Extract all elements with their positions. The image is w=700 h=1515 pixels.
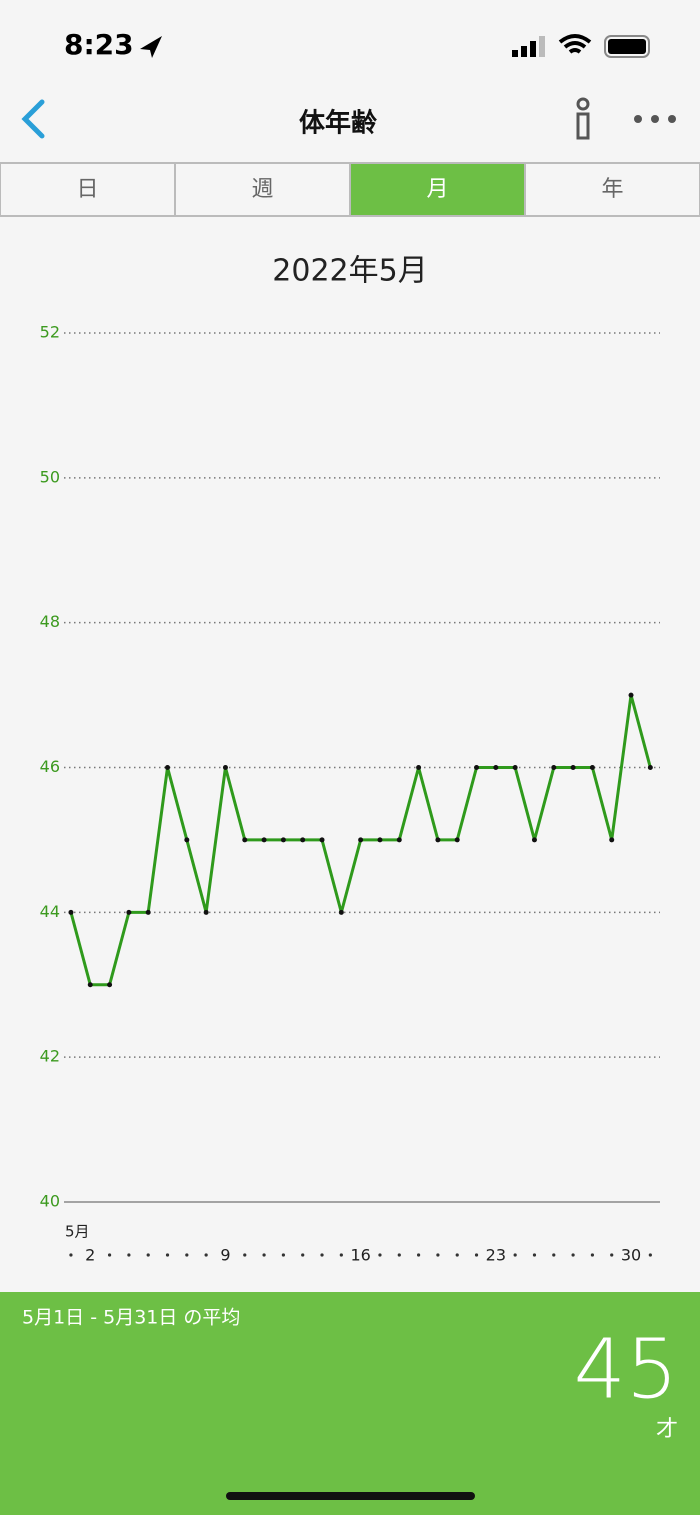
- data-point: [551, 765, 557, 770]
- data-point: [319, 837, 325, 843]
- x-day-dot: [610, 1253, 614, 1257]
- x-day-dot: [262, 1253, 266, 1257]
- data-point: [474, 765, 480, 770]
- x-day-dot: [436, 1253, 440, 1257]
- data-point: [280, 837, 286, 843]
- data-point: [609, 837, 615, 843]
- chart-title: 2022年5月: [272, 254, 427, 289]
- tab-label: 週: [251, 177, 273, 202]
- x-tick-label: 2: [85, 1246, 95, 1265]
- data-point: [416, 765, 422, 770]
- summary-value: 45: [574, 1323, 678, 1418]
- y-tick-label: 44: [40, 902, 60, 921]
- info-button[interactable]: [576, 97, 590, 140]
- home-indicator: [226, 1492, 475, 1500]
- data-point: [358, 837, 364, 843]
- tab[interactable]: [351, 164, 524, 215]
- x-day-dot: [532, 1253, 537, 1257]
- x-tick-label: 9: [220, 1246, 230, 1265]
- data-point: [647, 765, 653, 770]
- data-point: [300, 837, 306, 843]
- x-day-dot: [204, 1253, 208, 1257]
- x-unit-label: 5月: [65, 1223, 90, 1241]
- x-day-dot: [416, 1253, 421, 1257]
- x-day-dot: [397, 1253, 401, 1257]
- tab[interactable]: [526, 164, 699, 215]
- tab[interactable]: [1, 164, 174, 215]
- nav-title: 体年齢: [299, 108, 378, 139]
- battery-level: [608, 39, 646, 54]
- x-day-dot: [552, 1253, 556, 1257]
- x-day-dot: [513, 1253, 517, 1257]
- data-point: [512, 765, 518, 770]
- x-day-dot: [281, 1253, 285, 1257]
- x-tick-label: 16: [350, 1246, 370, 1265]
- data-point: [242, 837, 248, 843]
- x-tick-label: 23: [486, 1246, 506, 1265]
- x-day-dot: [474, 1253, 479, 1257]
- data-point: [184, 837, 190, 843]
- y-tick-label: 46: [40, 757, 60, 776]
- data-point: [377, 837, 383, 843]
- x-day-dot: [185, 1253, 189, 1257]
- y-tick-label: 42: [40, 1047, 60, 1066]
- status-time: 8:23: [64, 28, 134, 61]
- y-tick-label: 40: [40, 1192, 60, 1211]
- x-day-dot: [320, 1253, 324, 1257]
- location-icon: [140, 36, 162, 58]
- data-point: [222, 765, 228, 770]
- data-point: [126, 909, 132, 915]
- tab-bar: 日週月年: [0, 162, 700, 217]
- y-tick-label: 48: [40, 612, 60, 631]
- data-point: [107, 982, 113, 988]
- summary-panel: [0, 1292, 700, 1515]
- data-point: [589, 765, 595, 770]
- data-point: [338, 909, 344, 915]
- data-point: [145, 909, 151, 915]
- tab-label: 日: [76, 177, 98, 202]
- data-point: [628, 692, 634, 698]
- data-point: [87, 982, 93, 988]
- summary-unit: 才: [656, 1417, 678, 1442]
- back-button[interactable]: [21, 99, 45, 139]
- data-point: [261, 837, 267, 843]
- x-day-dot: [571, 1253, 575, 1257]
- summary-label: 5月1日 - 5月31日 の平均: [22, 1307, 240, 1329]
- tab-label: 月: [426, 177, 448, 202]
- data-point: [203, 909, 209, 915]
- signal-icon: [512, 36, 545, 57]
- data-point: [531, 837, 537, 843]
- x-day-dot: [243, 1253, 247, 1257]
- more-button[interactable]: [634, 115, 676, 123]
- data-point: [396, 837, 402, 843]
- tab-label: 年: [601, 177, 623, 202]
- x-day-dot: [107, 1253, 112, 1257]
- x-day-dot: [455, 1253, 459, 1257]
- data-point: [454, 837, 460, 843]
- x-day-dot: [590, 1253, 595, 1257]
- battery-icon: [604, 35, 650, 58]
- data-point: [68, 909, 74, 915]
- wifi-icon: [558, 34, 592, 54]
- x-day-dot: [301, 1253, 305, 1257]
- plot: 40 42 44 46 48 50 52 2 9 16 23 30: [40, 323, 660, 1265]
- data-point: [570, 765, 576, 770]
- tab[interactable]: [176, 164, 349, 215]
- x-day-dot: [339, 1253, 343, 1257]
- x-day-dot: [69, 1253, 73, 1257]
- x-day-dot: [146, 1253, 150, 1257]
- x-tick-label: 30: [621, 1246, 641, 1265]
- y-tick-label: 52: [40, 323, 60, 342]
- data-point: [435, 837, 441, 843]
- data-point: [165, 765, 171, 770]
- x-day-dot: [127, 1253, 131, 1257]
- x-day-dot: [648, 1253, 652, 1257]
- x-day-dot: [378, 1253, 382, 1257]
- x-day-dot: [165, 1253, 170, 1257]
- data-point: [493, 765, 499, 770]
- y-tick-label: 50: [40, 467, 60, 486]
